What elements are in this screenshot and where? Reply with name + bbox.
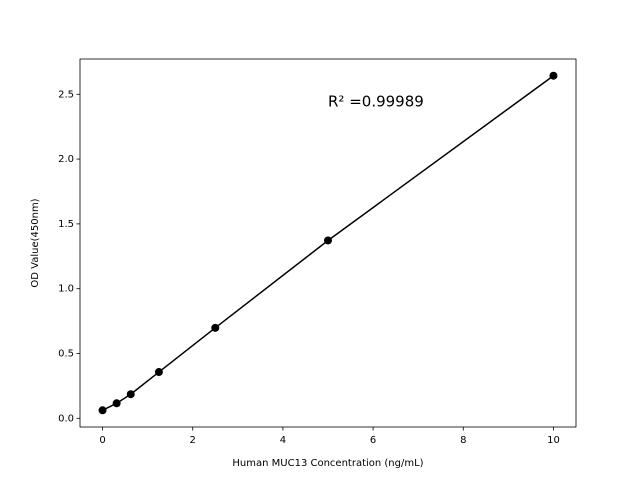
y-tick-label: 0.5 <box>58 349 74 360</box>
y-tick-label: 0.0 <box>58 413 74 424</box>
data-point <box>211 323 220 332</box>
data-point <box>324 236 332 245</box>
plot-frame <box>79 58 577 428</box>
data-point <box>549 71 558 80</box>
data-point <box>98 406 107 415</box>
y-tick-label: 1.0 <box>58 284 74 295</box>
y-tick-label: 1.5 <box>58 219 74 230</box>
data-point <box>112 399 121 408</box>
x-tick-label: 0 <box>99 435 105 446</box>
x-axis-label: Human MUC13 Concentration (ng/mL) <box>232 458 423 469</box>
x-tick-label: 4 <box>280 435 286 446</box>
data-point <box>154 368 163 377</box>
x-tick-label: 6 <box>370 435 376 446</box>
x-tick-label: 2 <box>190 435 196 446</box>
y-axis-label: OD Value(450nm) <box>30 198 41 287</box>
y-tick-label: 2.0 <box>58 154 74 165</box>
x-tick-label: 10 <box>547 435 560 446</box>
data-point <box>126 390 135 399</box>
annotation: R² =0.99989 <box>328 93 424 111</box>
x-tick-label: 8 <box>460 435 466 446</box>
y-tick-label: 2.5 <box>58 89 74 100</box>
